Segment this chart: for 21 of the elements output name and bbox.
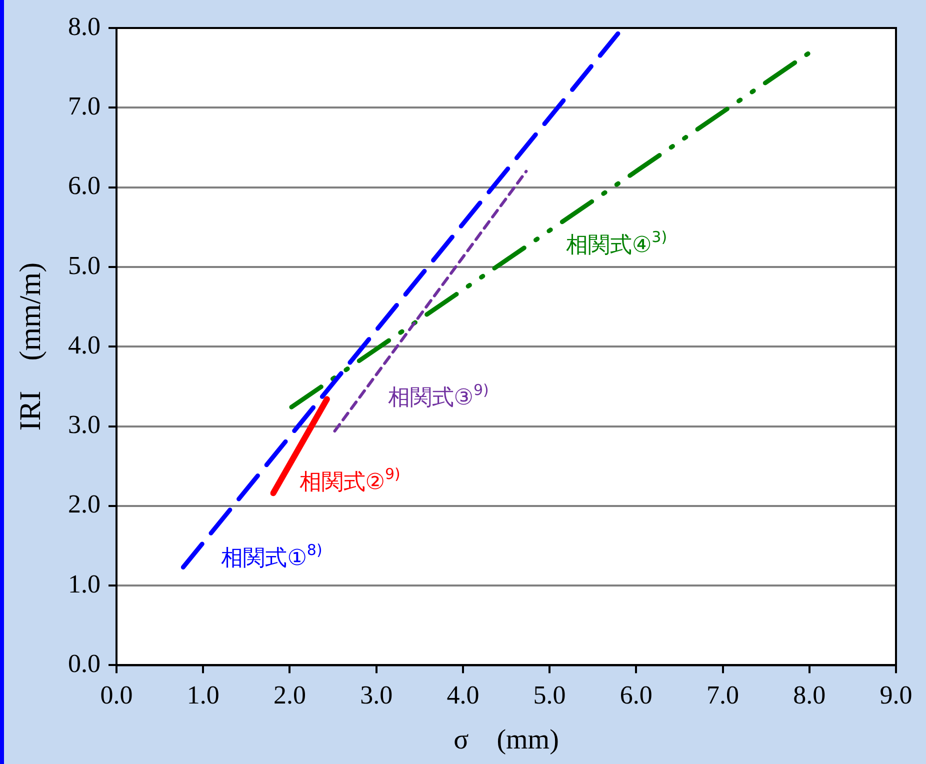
x-tick-label: 0.0 <box>100 680 133 710</box>
y-tick-label: 3.0 <box>68 410 100 440</box>
y-tick-label: 5.0 <box>68 250 100 280</box>
y-tick-label: 0.0 <box>68 649 100 678</box>
y-tick-label: 4.0 <box>68 330 100 360</box>
y-tick-label: 1.0 <box>68 569 100 598</box>
x-tick-label: 5.0 <box>533 680 566 710</box>
y-tick-label: 2.0 <box>68 490 100 519</box>
x-tick-label: 3.0 <box>360 680 393 710</box>
y-tick-label: 6.0 <box>68 171 100 200</box>
x-tick-label: 4.0 <box>446 680 480 710</box>
y-axis-title: IRI (mm/m) <box>14 262 47 431</box>
y-tick-label: 8.0 <box>68 12 100 41</box>
x-tick-label: 2.0 <box>273 680 306 710</box>
x-axis-title: σ (mm) <box>454 724 559 756</box>
x-tick-label: 7.0 <box>706 680 740 710</box>
x-tick-label: 6.0 <box>620 680 652 710</box>
y-tick-label: 7.0 <box>68 91 100 120</box>
x-tick-label: 8.0 <box>793 680 826 710</box>
x-tick-label: 9.0 <box>880 680 912 710</box>
x-tick-label: 1.0 <box>186 680 220 710</box>
